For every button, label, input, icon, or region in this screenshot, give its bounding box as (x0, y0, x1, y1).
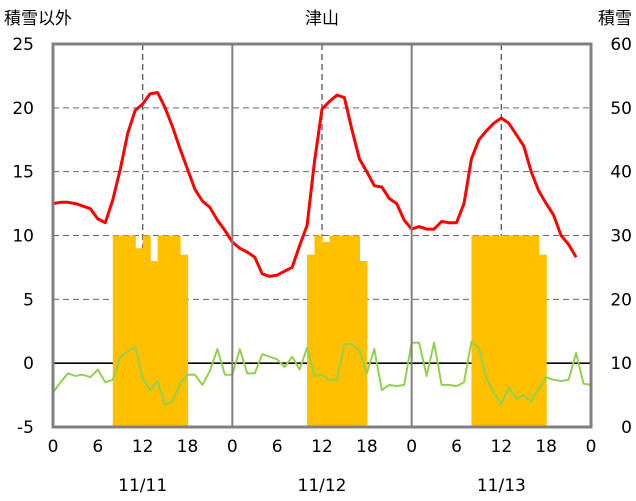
snow-bar (516, 235, 525, 427)
snow-bar (314, 235, 323, 427)
plot-border (51, 42, 593, 429)
snow-bar (172, 235, 181, 427)
snow-bar (344, 235, 353, 427)
x-tick-label: 6 (272, 437, 283, 457)
snow-bar (471, 235, 480, 427)
snow-bar (180, 254, 189, 427)
snow-bar (127, 235, 136, 427)
right-axis-label: 積雪 (598, 9, 632, 29)
snow-bar (135, 248, 144, 427)
temperature-line (52, 91, 578, 278)
snow-bar (486, 235, 495, 427)
chart-title: 津山 (305, 9, 339, 29)
date-label: 11/11 (118, 476, 167, 496)
snow-bar (538, 254, 547, 427)
snow-bar (508, 235, 517, 427)
x-tick-label: 0 (227, 437, 238, 457)
snow-bar (478, 235, 487, 427)
snow-bar (531, 235, 540, 427)
x-tick-label: 0 (406, 437, 417, 457)
snow-bar (493, 235, 502, 427)
x-tick-label: 12 (132, 437, 154, 457)
snow-depth-bars (112, 235, 547, 427)
left-tick-label: 5 (23, 290, 34, 310)
left-tick-label: 10 (12, 227, 34, 247)
left-tick-label: 0 (23, 354, 34, 374)
date-label: 11/13 (477, 476, 526, 496)
right-tick-label: 20 (610, 290, 632, 310)
snow-bar (165, 235, 174, 427)
x-tick-label: 12 (311, 437, 333, 457)
right-tick-label: 30 (610, 227, 632, 247)
snow-bar (336, 235, 346, 427)
snow-bar (501, 235, 510, 427)
x-tick-label: 0 (48, 437, 59, 457)
x-tick-label: 0 (586, 437, 597, 457)
left-tick-label: -5 (17, 418, 34, 438)
right-tick-label: 50 (610, 99, 632, 119)
x-tick-label: 6 (451, 437, 462, 457)
other-line (52, 340, 592, 407)
right-tick-label: 0 (621, 418, 632, 438)
left-tick-label: 25 (12, 35, 34, 55)
date-label: 11/12 (298, 476, 347, 496)
right-tick-label: 10 (610, 354, 632, 374)
snow-bar (157, 235, 166, 427)
snow-bar (120, 235, 129, 427)
snow-bar (329, 235, 338, 427)
left-tick-label: 20 (12, 99, 34, 119)
left-axis-label: 積雪以外 (4, 9, 72, 29)
x-tick-label: 18 (356, 437, 378, 457)
snow-bar (307, 254, 316, 427)
snow-bar (112, 235, 121, 427)
snow-bar (150, 261, 159, 427)
snow-bar (523, 235, 532, 427)
plot-frame (51, 42, 593, 429)
left-tick-label: 15 (12, 163, 34, 183)
series-lines (52, 91, 592, 407)
x-tick-label: 18 (177, 437, 199, 457)
snow-bar (359, 261, 368, 427)
x-tick-label: 18 (535, 437, 557, 457)
snow-bar (322, 241, 331, 427)
right-tick-label: 60 (610, 35, 632, 55)
x-tick-label: 12 (491, 437, 513, 457)
x-tick-label: 6 (92, 437, 103, 457)
snow-bar (142, 235, 151, 427)
snow-bar (351, 235, 360, 427)
right-tick-label: 40 (610, 163, 632, 183)
